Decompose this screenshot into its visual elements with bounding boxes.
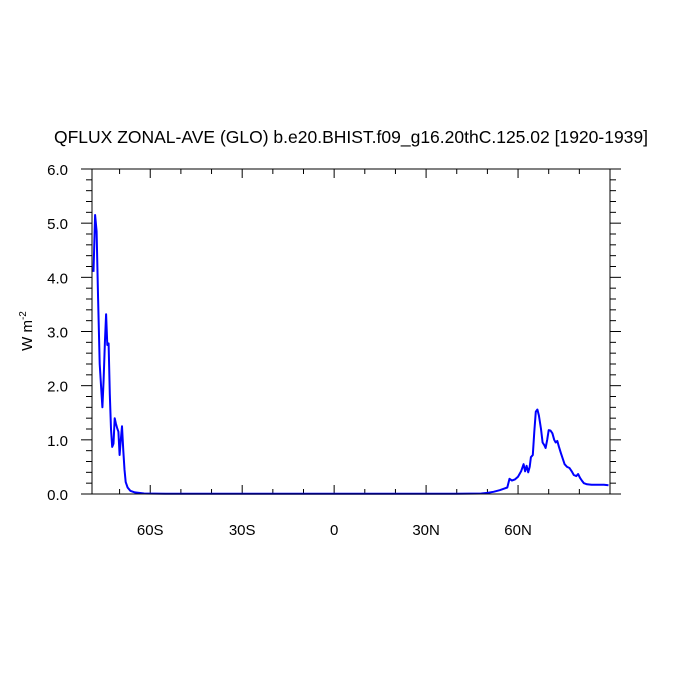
y-tick-label: 2.0 [47, 379, 68, 396]
x-tick-label: 60N [504, 522, 532, 539]
y-tick-label: 6.0 [47, 162, 68, 179]
y-tick-label: 3.0 [47, 325, 68, 342]
x-tick-label: 30S [229, 522, 256, 539]
x-tick-label: 30N [412, 522, 440, 539]
y-tick-label: 0.0 [47, 487, 68, 504]
x-axis-ticks: 60S 30S 0 30N 60N [119, 169, 580, 539]
y-axis-label-superscript: -2 [18, 311, 29, 320]
plot-frame [91, 168, 611, 495]
y-axis-label: W m-2 [18, 311, 36, 351]
y-tick-label: 5.0 [47, 216, 68, 233]
series-layer [92, 214, 609, 495]
y-tick-label: 1.0 [47, 433, 68, 450]
y-tick-label: 4.0 [47, 270, 68, 287]
y-axis-ticks: 0.0 1.0 2.0 3.0 4.0 5.0 6.0 [47, 162, 621, 504]
series-line-0 [92, 214, 609, 495]
y-axis-label-base: W m [19, 320, 36, 351]
x-tick-label: 0 [330, 522, 338, 539]
chart-title: QFLUX ZONAL-AVE (GLO) b.e20.BHIST.f09_g1… [54, 127, 648, 148]
x-tick-label: 60S [137, 522, 164, 539]
